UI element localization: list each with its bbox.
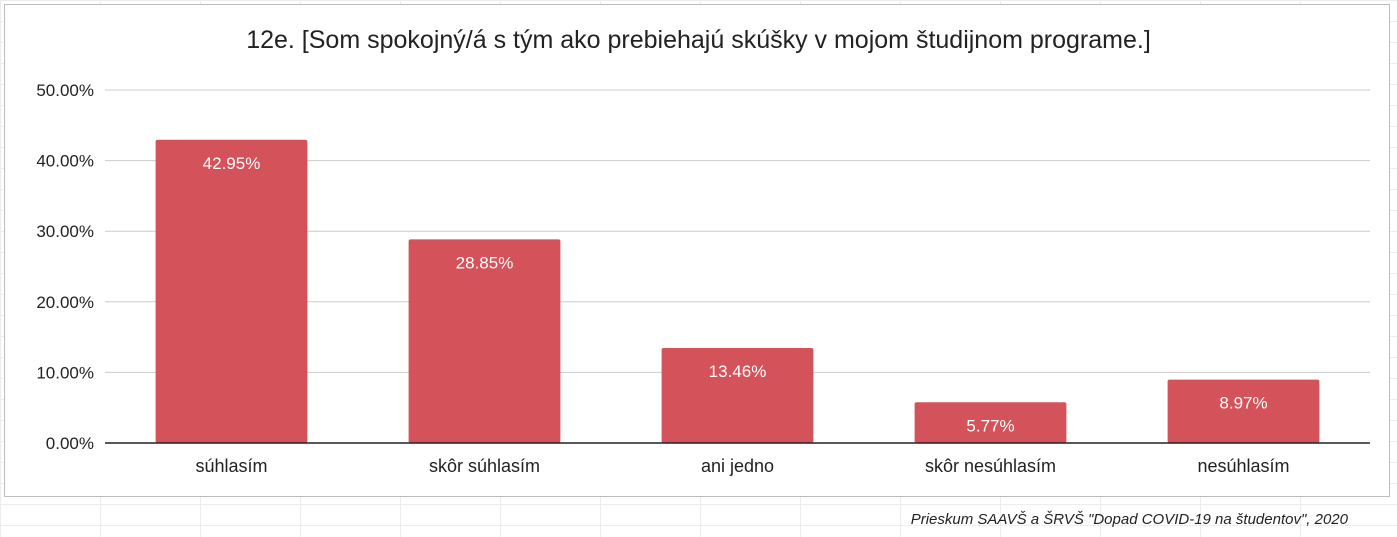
x-category-label: skôr súhlasím [429,456,540,476]
x-category-label: skôr nesúhlasím [925,456,1056,476]
y-tick-label: 30.00% [36,222,94,241]
y-tick-label: 20.00% [36,293,94,312]
bar [1167,379,1320,443]
data-label: 13.46% [709,362,767,381]
bar [408,239,561,443]
y-tick-label: 50.00% [36,81,94,100]
y-tick-label: 10.00% [36,363,94,382]
x-category-label: súhlasím [195,456,267,476]
x-category-label: ani jedno [701,456,774,476]
bar [914,402,1067,443]
chart-title: 12e. [Som spokojný/á s tým ako prebiehaj… [246,26,1151,54]
x-category-label: nesúhlasím [1197,456,1289,476]
data-label: 42.95% [203,154,261,173]
bar [661,347,814,443]
y-tick-label: 0.00% [46,434,94,453]
data-label: 28.85% [456,253,514,272]
y-tick-label: 40.00% [36,152,94,171]
bar [155,139,308,443]
data-label: 5.77% [966,416,1014,435]
data-label: 8.97% [1219,394,1267,413]
source-note: Prieskum SAAVŠ a ŠRVŠ "Dopad COVID-19 na… [910,511,1348,528]
